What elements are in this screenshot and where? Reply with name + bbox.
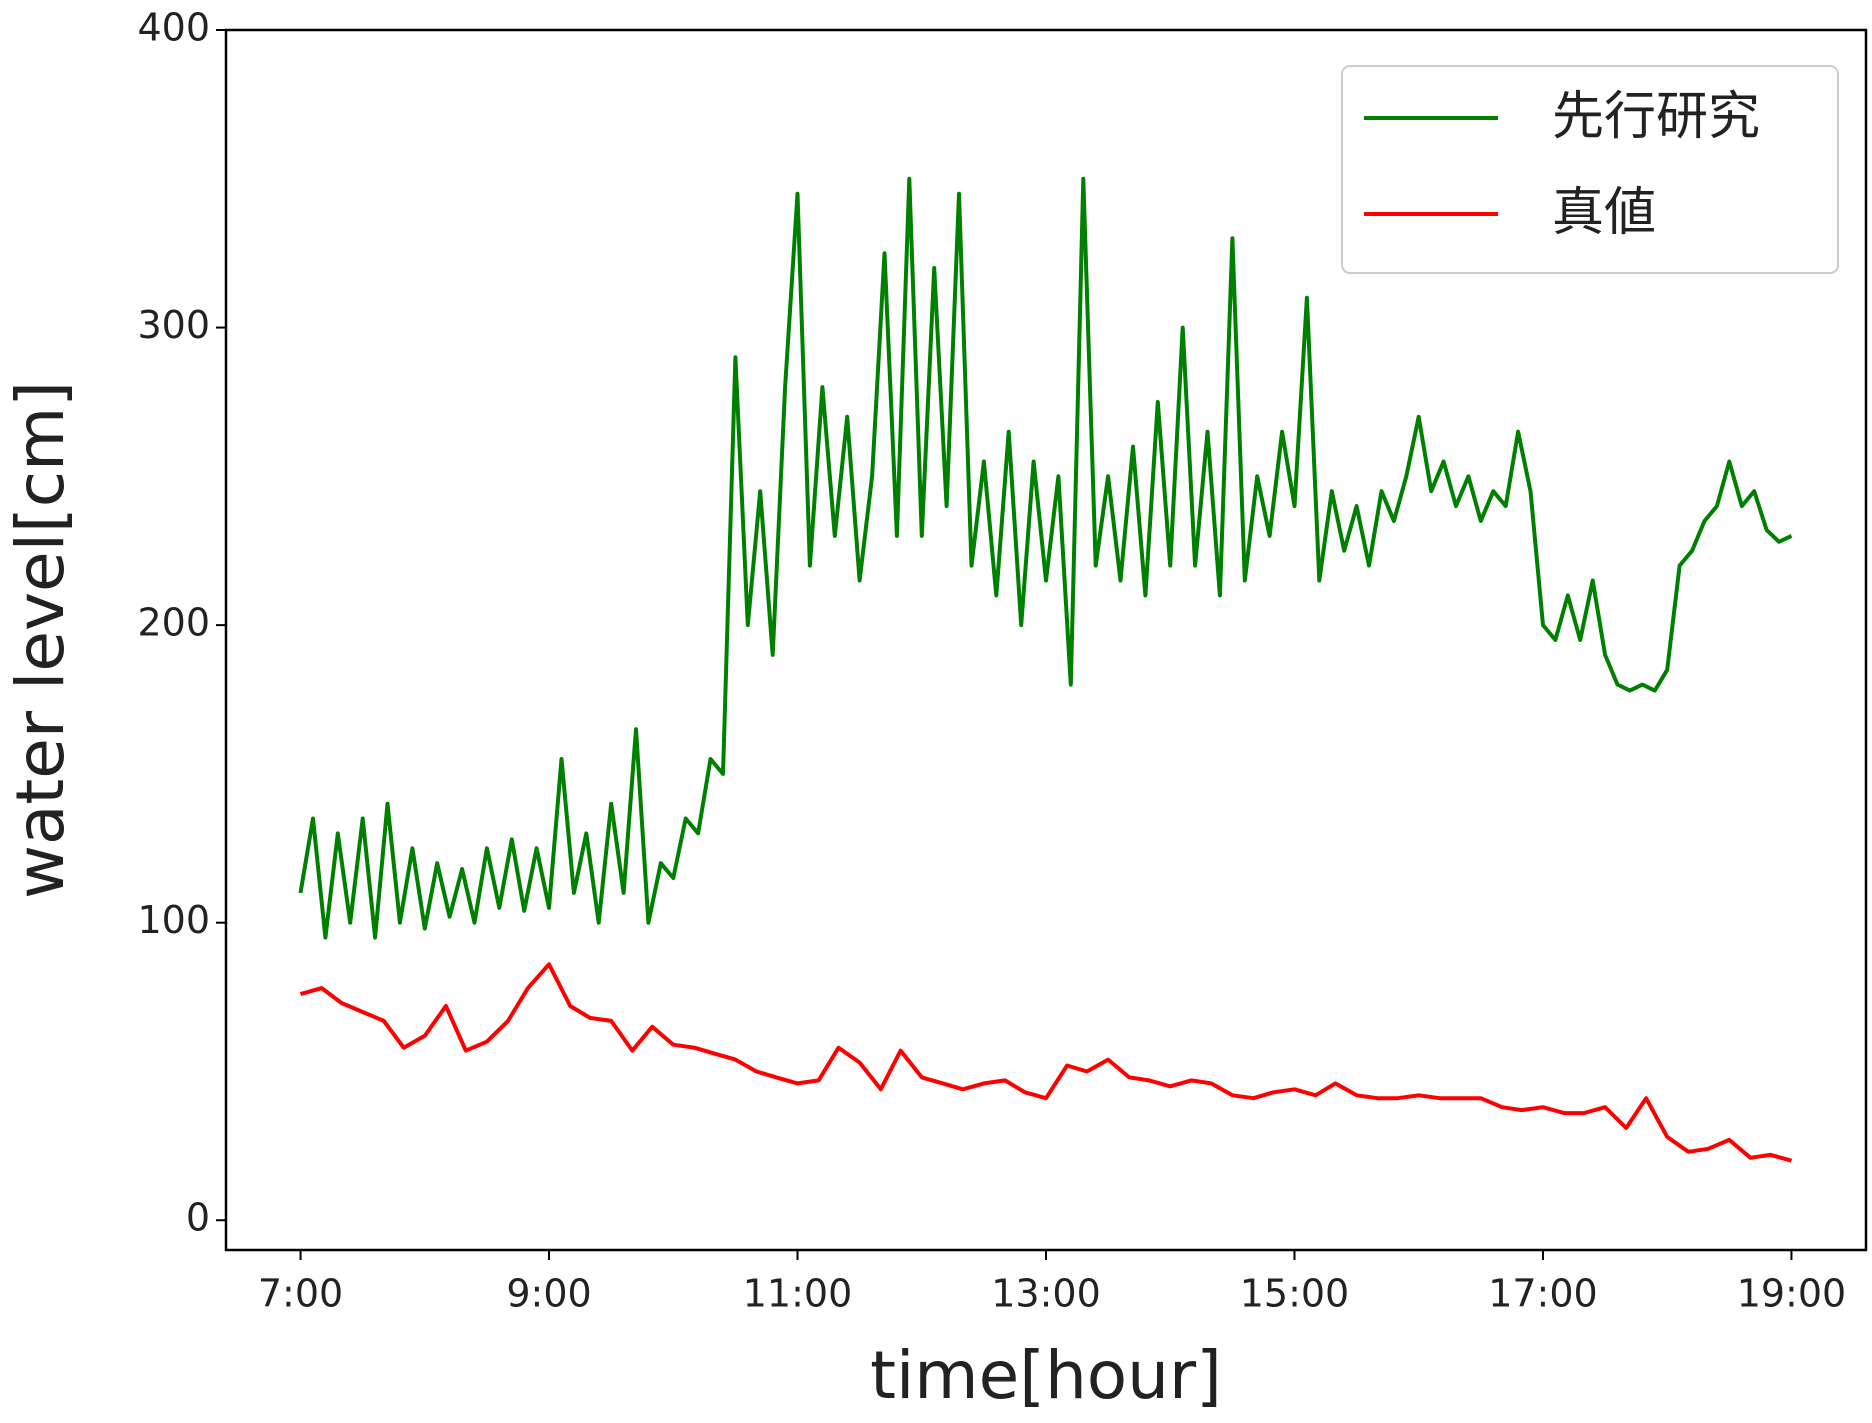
x-tick-label: 19:00 <box>1737 1272 1847 1316</box>
x-tick-label: 13:00 <box>991 1272 1101 1316</box>
x-tick-label: 9:00 <box>506 1272 591 1316</box>
legend-label: 先行研究 <box>1552 87 1760 147</box>
line-series <box>298 176 1793 940</box>
y-tick-label: 100 <box>137 898 210 942</box>
y-tick-label: 0 <box>186 1196 210 1240</box>
y-axis-label: water level[cm] <box>2 381 79 899</box>
line-series <box>299 962 1793 1163</box>
y-tick-label: 400 <box>137 6 210 50</box>
x-tick-label: 15:00 <box>1240 1272 1350 1316</box>
legend-label: 真値 <box>1552 183 1656 243</box>
x-tick-label: 17:00 <box>1488 1272 1598 1316</box>
x-axis-label: time[hour] <box>870 1337 1222 1414</box>
x-tick-label: 7:00 <box>258 1272 343 1316</box>
y-tick-label: 300 <box>137 303 210 347</box>
y-tick-label: 200 <box>137 601 210 645</box>
x-tick-label: 11:00 <box>743 1272 853 1316</box>
